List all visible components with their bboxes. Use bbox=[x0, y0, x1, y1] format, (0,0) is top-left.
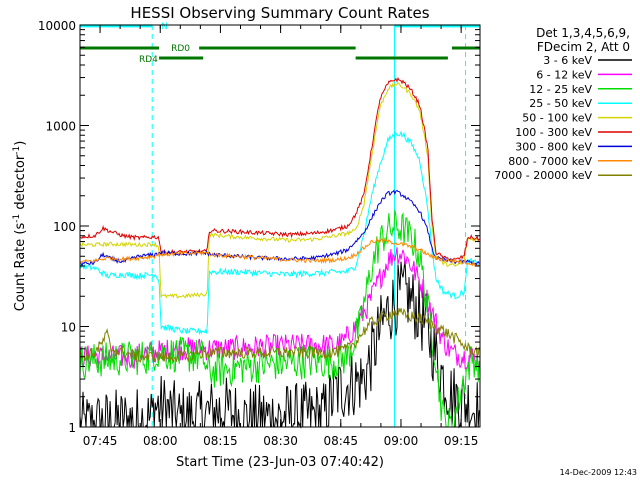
series-4-line bbox=[79, 130, 480, 336]
state-bar-label-n: N bbox=[161, 22, 168, 32]
legend: Det 1,3,4,5,6,9, FDecim 2, Att 0 3 - 6 k… bbox=[494, 26, 632, 182]
y-axis-label-mid: detector bbox=[13, 154, 28, 214]
series-3-line bbox=[79, 209, 480, 428]
x-tick-label-5: 08:45 bbox=[323, 434, 358, 448]
y-tick-label-4: 1000 bbox=[45, 120, 76, 134]
x-tick-label-3: 08:15 bbox=[203, 434, 238, 448]
series-2-line bbox=[79, 247, 480, 370]
y-axis-label: Count Rate (s-1 detector-1) bbox=[12, 141, 28, 312]
state-bar-label-rd4: RD4 bbox=[139, 55, 158, 65]
x-tick-label-2: 08:00 bbox=[143, 434, 178, 448]
legend-label-6: 100 - 300 keV bbox=[515, 126, 592, 139]
legend-label-8: 800 - 7000 keV bbox=[508, 155, 592, 168]
x-tick-label-1: 07:45 bbox=[83, 434, 118, 448]
legend-label-1: 3 - 6 keV bbox=[543, 54, 592, 67]
y-tick-label-5: 10000 bbox=[38, 19, 76, 33]
y-axis: 1 10 100 1000 10000 bbox=[38, 19, 480, 435]
series-6-line bbox=[79, 76, 480, 262]
legend-label-5: 50 - 100 keV bbox=[522, 112, 592, 125]
chart-title: HESSI Observing Summary Count Rates bbox=[130, 4, 429, 22]
y-axis-label-sup-1: -1 bbox=[12, 214, 22, 223]
x-tick-label-7: 09:15 bbox=[444, 434, 479, 448]
y-tick-label-2: 10 bbox=[61, 321, 76, 335]
footer-timestamp: 14-Dec-2009 12:43 bbox=[560, 468, 637, 477]
series-7-line bbox=[79, 189, 480, 267]
plot-frame bbox=[79, 24, 481, 428]
y-axis-label-end: ) bbox=[13, 141, 28, 146]
y-tick-label-3: 100 bbox=[53, 220, 76, 234]
y-axis-label-sup-2: -1 bbox=[12, 146, 22, 155]
legend-header-1: Det 1,3,4,5,6,9, bbox=[536, 26, 630, 40]
legend-label-2: 6 - 12 keV bbox=[536, 68, 592, 81]
series-8-line bbox=[79, 237, 480, 267]
legend-label-4: 25 - 50 keV bbox=[529, 97, 592, 110]
legend-label-9: 7000 - 20000 keV bbox=[494, 169, 592, 182]
x-axis: 07:45 08:00 08:15 08:30 08:45 09:00 09:15 bbox=[79, 25, 479, 448]
series-5-line bbox=[79, 82, 480, 299]
x-axis-label: Start Time (23-Jun-03 07:40:42) bbox=[176, 455, 384, 470]
x-tick-label-4: 08:30 bbox=[263, 434, 298, 448]
y-tick-label-1: 1 bbox=[68, 421, 76, 435]
legend-header-2: FDecim 2, Att 0 bbox=[537, 40, 630, 54]
x-tick-label-6: 09:00 bbox=[384, 434, 419, 448]
legend-label-7: 300 - 800 keV bbox=[515, 140, 592, 153]
data-series bbox=[79, 76, 480, 429]
state-bar-label-rd0: RD0 bbox=[171, 44, 190, 54]
legend-label-3: 12 - 25 keV bbox=[529, 83, 592, 96]
state-bars: N RD0 RD4 bbox=[80, 22, 480, 65]
y-axis-label-main: Count Rate (s bbox=[13, 223, 28, 312]
series-1-line bbox=[79, 259, 480, 429]
series-9-line bbox=[79, 307, 480, 364]
